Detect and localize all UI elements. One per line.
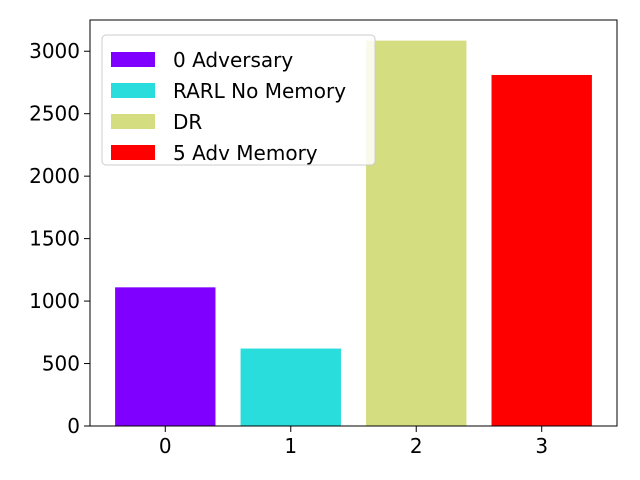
x-tick-label: 2 — [410, 434, 423, 458]
y-tick-label: 0 — [67, 414, 80, 438]
x-tick-label: 1 — [284, 434, 297, 458]
legend-label: 5 Adv Memory — [173, 141, 318, 165]
bar-2 — [366, 40, 467, 427]
y-tick-label: 1000 — [29, 289, 80, 313]
y-tick-label: 3000 — [29, 39, 80, 63]
x-tick-label: 3 — [535, 434, 548, 458]
y-tick-label: 500 — [42, 352, 80, 376]
legend-label: RARL No Memory — [173, 79, 346, 103]
legend-swatch — [111, 83, 155, 98]
x-tick-label: 0 — [159, 434, 172, 458]
legend-swatch — [111, 114, 155, 129]
y-tick-label: 1500 — [29, 227, 80, 251]
bar-1 — [240, 348, 341, 426]
bars-group — [115, 40, 592, 427]
legend-swatch — [111, 52, 155, 67]
legend-label: DR — [173, 110, 202, 134]
legend: 0 Adversary RARL No Memory DR 5 Adv Memory — [101, 34, 376, 166]
plot-frame — [89, 19, 618, 427]
y-axis: 0 500 1000 1500 2000 2500 3000 — [29, 39, 90, 438]
bar-3 — [491, 74, 592, 426]
y-tick-label: 2500 — [29, 102, 80, 126]
legend-label: 0 Adversary — [173, 48, 293, 72]
legend-box — [101, 34, 376, 166]
legend-swatch — [111, 145, 155, 160]
bar-0 — [115, 287, 216, 426]
y-tick-label: 2000 — [29, 164, 80, 188]
x-axis: 0 1 2 3 — [159, 426, 548, 458]
